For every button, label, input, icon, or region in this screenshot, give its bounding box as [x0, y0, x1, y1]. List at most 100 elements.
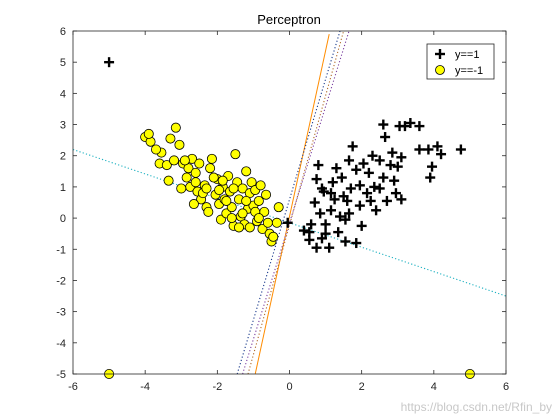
point-positive-35 — [374, 155, 385, 166]
point-positive-20 — [336, 172, 347, 183]
point-positive-32 — [369, 181, 380, 192]
point-negative-63 — [214, 185, 225, 196]
point-positive-56 — [455, 144, 466, 155]
point-positive-21 — [344, 208, 355, 219]
point-positive-12 — [324, 242, 335, 253]
boundary-line-3 — [247, 31, 345, 374]
point-positive-47 — [405, 117, 416, 128]
point-negative-66 — [237, 208, 248, 219]
chart-title: Perceptron — [257, 12, 321, 27]
point-positive-37 — [381, 195, 392, 206]
point-positive-41 — [389, 175, 400, 186]
point-negative-73 — [176, 183, 187, 194]
point-positive-52 — [425, 172, 436, 183]
point-positive-26 — [354, 200, 365, 211]
watermark-text: https://blog.csdn.net/Rfin_by — [400, 400, 552, 414]
point-positive-16 — [327, 177, 338, 188]
point-positive-46 — [399, 121, 410, 132]
point-negative-70 — [217, 175, 228, 186]
point-negative-4 — [143, 128, 154, 139]
point-positive-25 — [351, 164, 362, 175]
point-positive-64 — [374, 183, 385, 194]
x-tick-label-3: 0 — [286, 381, 292, 393]
point-negative-7 — [161, 160, 172, 171]
point-positive-63 — [358, 158, 369, 169]
point-negative-80 — [150, 144, 161, 155]
boundary-line-1 — [254, 34, 330, 374]
point-negative-27 — [215, 214, 226, 225]
legend-label-y-pos: y==1 — [455, 49, 479, 61]
point-positive-54 — [432, 141, 443, 152]
point-positive-43 — [392, 161, 403, 172]
point-positive-42 — [390, 188, 401, 199]
point-positive-62 — [325, 188, 336, 199]
point-negative-13 — [181, 172, 192, 183]
point-positive-50 — [414, 144, 425, 155]
y-tick-label-11: 6 — [60, 26, 66, 38]
point-positive-59 — [365, 195, 376, 206]
point-negative-33 — [226, 202, 237, 213]
point-negative-10 — [170, 122, 181, 133]
point-positive-51 — [423, 144, 434, 155]
point-positive-29 — [351, 238, 362, 249]
point-negative-41 — [241, 166, 252, 177]
point-positive-60 — [335, 211, 346, 222]
data-points — [104, 57, 475, 379]
y-tick-label-1: -4 — [56, 338, 66, 350]
point-positive-40 — [387, 147, 398, 158]
point-positive-58 — [320, 228, 331, 239]
point-negative-71 — [194, 158, 205, 169]
x-tick-label-0: -6 — [68, 381, 78, 393]
x-tick-label-6: 6 — [503, 381, 509, 393]
point-positive-7 — [315, 208, 326, 219]
point-positive-31 — [363, 167, 374, 178]
legend-marker-plus — [435, 49, 445, 59]
point-positive-15 — [329, 194, 340, 205]
point-negative-58 — [273, 202, 284, 213]
point-positive-22 — [345, 183, 356, 194]
point-negative-77 — [201, 183, 212, 194]
point-negative-57 — [271, 217, 282, 228]
y-tick-label-6: 1 — [60, 182, 66, 194]
point-negative-53 — [262, 217, 273, 228]
point-positive-55 — [436, 149, 447, 160]
y-tick-label-0: -5 — [56, 369, 66, 381]
point-negative-75 — [233, 222, 244, 233]
point-positive-2 — [298, 225, 309, 236]
y-tick-label-7: 2 — [60, 151, 66, 163]
point-positive-57 — [354, 180, 365, 191]
point-positive-68 — [304, 227, 315, 238]
point-negative-76 — [188, 199, 199, 210]
point-negative-67 — [244, 222, 255, 233]
point-positive-28 — [340, 236, 351, 247]
x-tick-label-5: 4 — [431, 381, 437, 393]
point-positive-14 — [325, 205, 336, 216]
point-positive-39 — [378, 119, 389, 130]
x-tick-label-1: -4 — [140, 381, 150, 393]
point-positive-8 — [309, 197, 320, 208]
point-negative-79 — [253, 213, 264, 224]
point-negative-56 — [268, 231, 279, 242]
plot-area: -6 -4 -2 0 2 4 6 -5 -4 -3 -2 -1 0 1 2 3 4 5 6 — [56, 26, 509, 393]
point-positive-23 — [344, 155, 355, 166]
point-negative-49 — [255, 180, 266, 191]
point-negative-22 — [203, 206, 214, 217]
y-tick-label-2: -3 — [56, 307, 66, 319]
x-tick-label-2: -2 — [212, 381, 222, 393]
point-positive-6 — [306, 219, 317, 230]
point-positive-65 — [342, 195, 353, 206]
point-negative-72 — [163, 175, 174, 186]
axes-background — [73, 31, 506, 374]
point-positive-27 — [356, 220, 367, 231]
y-tick-label-5: 0 — [60, 213, 66, 225]
point-negative-65 — [228, 183, 239, 194]
point-positive-17 — [333, 227, 344, 238]
point-negative-9 — [165, 133, 176, 144]
point-negative-64 — [221, 195, 232, 206]
point-negative-11 — [174, 139, 185, 150]
point-positive-67 — [331, 163, 342, 174]
point-negative-74 — [226, 213, 237, 224]
point-negative-35 — [230, 149, 241, 160]
axis-ticks: -6 -4 -2 0 2 4 6 -5 -4 -3 -2 -1 0 1 2 3 4 5 6 — [56, 26, 509, 393]
